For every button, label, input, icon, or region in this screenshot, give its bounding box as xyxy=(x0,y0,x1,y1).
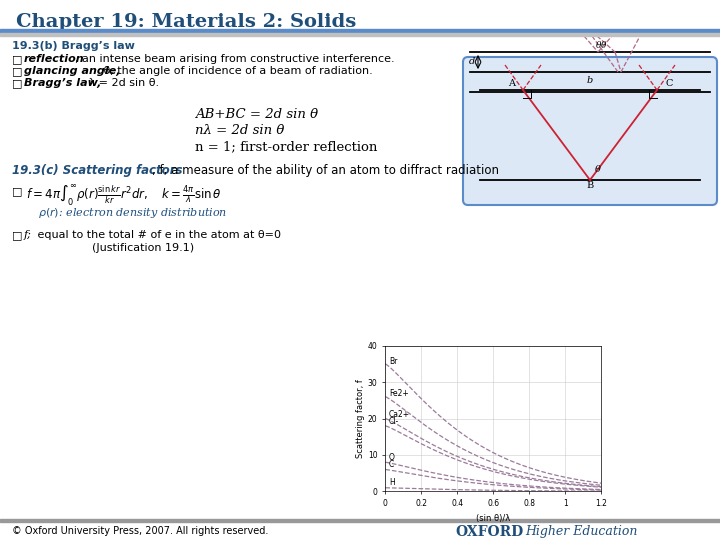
Text: C: C xyxy=(665,79,672,88)
Text: b: b xyxy=(587,76,593,85)
Text: $f = 4\pi\int_0^{\infty}\rho(r)\frac{\sin kr}{kr}r^2dr,$$\quad k = \frac{4\pi}{\: $f = 4\pi\int_0^{\infty}\rho(r)\frac{\si… xyxy=(26,183,222,208)
Text: Cl-: Cl- xyxy=(389,417,399,427)
Text: A: A xyxy=(508,79,515,88)
Text: , f, a measure of the ability of an atom to diffract radiation: , f, a measure of the ability of an atom… xyxy=(153,164,500,177)
Text: 19.3(c) Scattering factors: 19.3(c) Scattering factors xyxy=(12,164,182,177)
Text: (Justification 19.1): (Justification 19.1) xyxy=(92,243,194,253)
Text: θ: θ xyxy=(596,41,601,50)
Y-axis label: Scattering factor, f: Scattering factor, f xyxy=(356,379,365,458)
Text: θ: θ xyxy=(601,41,606,50)
X-axis label: (sin θ)/λ: (sin θ)/λ xyxy=(476,514,510,523)
Text: □: □ xyxy=(12,66,22,76)
Text: Chapter 19: Materials 2: Solids: Chapter 19: Materials 2: Solids xyxy=(16,13,356,31)
Text: Ca2+: Ca2+ xyxy=(389,410,410,419)
Text: n = 1; first-order reflection: n = 1; first-order reflection xyxy=(195,140,377,153)
Text: □: □ xyxy=(12,54,22,64)
Text: θ, the angle of incidence of a beam of radiation.: θ, the angle of incidence of a beam of r… xyxy=(101,66,373,76)
Text: H: H xyxy=(389,478,395,487)
Text: □: □ xyxy=(12,230,22,240)
Bar xyxy=(0,29,720,33)
Text: $\rho(r)$: electron density distribution: $\rho(r)$: electron density distribution xyxy=(38,206,228,220)
Text: Higher Education: Higher Education xyxy=(525,525,637,538)
Text: f;: f; xyxy=(24,230,32,240)
Text: OXFORD: OXFORD xyxy=(455,525,523,539)
Text: nλ = 2d sin θ: nλ = 2d sin θ xyxy=(195,124,284,137)
Text: AB+BC = 2d sin θ: AB+BC = 2d sin θ xyxy=(195,108,318,121)
FancyBboxPatch shape xyxy=(463,57,717,205)
Text: Fe2+: Fe2+ xyxy=(389,389,408,398)
Text: B: B xyxy=(586,181,593,190)
Text: , an intense beam arising from constructive interference.: , an intense beam arising from construct… xyxy=(75,54,395,64)
Text: □: □ xyxy=(12,78,22,88)
Text: glancing angle,: glancing angle, xyxy=(24,66,120,76)
Text: 19.3(b) Bragg’s law: 19.3(b) Bragg’s law xyxy=(12,41,135,51)
Bar xyxy=(0,33,720,36)
Text: □: □ xyxy=(12,186,22,196)
Text: λ = 2d sin θ.: λ = 2d sin θ. xyxy=(85,78,159,88)
Text: reflection: reflection xyxy=(24,54,85,64)
Text: C: C xyxy=(389,460,394,469)
Text: O: O xyxy=(389,453,395,462)
Text: equal to the total # of e in the atom at θ=0: equal to the total # of e in the atom at… xyxy=(34,230,281,240)
Text: θ: θ xyxy=(595,165,601,174)
Text: Bragg’s law,: Bragg’s law, xyxy=(24,78,102,88)
Text: © Oxford University Press, 2007. All rights reserved.: © Oxford University Press, 2007. All rig… xyxy=(12,526,269,536)
Text: d: d xyxy=(469,57,475,66)
Bar xyxy=(0,519,720,522)
Text: Br: Br xyxy=(389,356,397,366)
